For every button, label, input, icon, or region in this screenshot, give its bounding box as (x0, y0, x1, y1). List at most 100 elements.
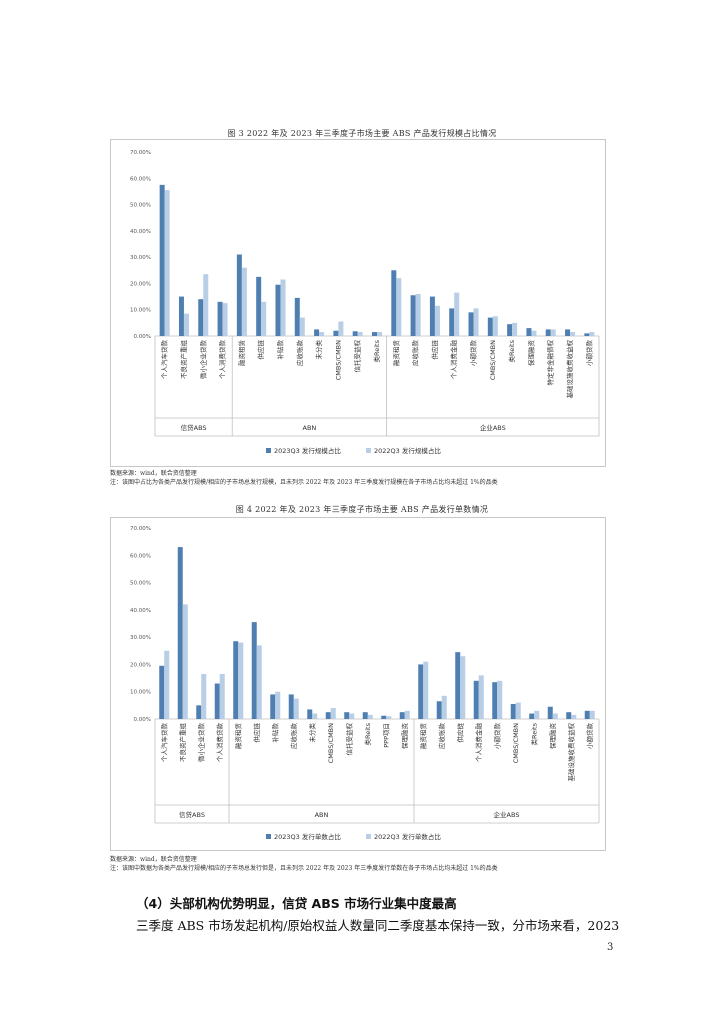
category-label: 小额贷款 (584, 340, 593, 367)
category-label: 不良资产重组 (179, 340, 188, 380)
category-label: 基础设施收费收益权 (565, 340, 574, 399)
bar (214, 683, 220, 719)
bar (177, 547, 183, 719)
bar (418, 664, 424, 719)
bar (545, 329, 551, 336)
bar (256, 645, 262, 719)
category-label: 未分类 (314, 340, 323, 360)
category-label: 微小企业贷款 (198, 340, 207, 380)
category-label: 应收账款 (411, 340, 420, 367)
bar (201, 673, 207, 719)
category-label: 特定非金融债权 (546, 340, 555, 386)
figure4-source: 数据来源：wind，联合资信整理 (110, 856, 197, 863)
bar (362, 712, 368, 719)
category-label: 个人汽车贷款 (159, 723, 168, 763)
category-label: 融资租赁 (391, 340, 400, 367)
bar (288, 694, 294, 719)
bar (441, 695, 447, 719)
bar (344, 712, 350, 719)
category-label: CMBS/CMBN (489, 340, 497, 380)
bar (492, 316, 498, 336)
bar (434, 305, 440, 336)
category-label: 个人消费金融 (449, 340, 458, 380)
category-label: 供应链 (252, 723, 261, 743)
bar (468, 312, 474, 336)
bar (415, 293, 421, 336)
figure4-caption: 图 4 2022 年及 2023 年三季度子市场主要 ABS 产品发行单数情况 (235, 505, 489, 514)
y-tick-label: 50.00% (130, 203, 151, 209)
bar (261, 301, 267, 336)
bar (178, 296, 184, 336)
bar (454, 292, 460, 336)
section-heading: （4）头部机构优势明显，信贷 ABS 市场行业集中度最高 (136, 896, 457, 911)
category-label: 应收账款 (295, 340, 304, 367)
bar (307, 709, 313, 719)
category-label: 应收账款 (289, 723, 298, 750)
bar (314, 329, 320, 336)
bar (217, 301, 223, 336)
group-label: ABN (303, 424, 317, 432)
figure4-note: 注：该图中数据为各类产品发行规模/相应的子市场总发行但是，且未列示 2022 年… (110, 865, 498, 872)
figure3-note: 注：该图中占比为各类产品发行规模/相应的子市场总发行规模，且未列示 2022 年… (110, 479, 498, 486)
category-label: 类Reits (372, 339, 381, 362)
category-label: 保理融资 (400, 723, 409, 750)
bar (510, 703, 516, 719)
bar (566, 712, 572, 719)
bar (312, 713, 318, 719)
y-tick-label: 10.00% (130, 308, 151, 314)
group-label: 信贷ABS (179, 810, 205, 819)
bar (203, 274, 209, 336)
bar (319, 332, 325, 336)
category-label: CMBS/CMBN (512, 723, 520, 763)
bar (449, 308, 455, 336)
category-label: 小额贷款 (469, 340, 478, 367)
bar (164, 650, 170, 719)
bar (238, 642, 244, 719)
y-tick-label: 70.00% (130, 526, 151, 532)
bar (196, 705, 202, 719)
y-tick-label: 50.00% (130, 581, 151, 587)
category-label: 融资租赁 (233, 723, 242, 750)
bar (275, 284, 281, 336)
group-label: 企业ABS (480, 423, 506, 432)
y-tick-label: 30.00% (130, 255, 151, 261)
category-label: 基础设施收费收益权 (566, 723, 575, 782)
category-label: 保理融资 (548, 723, 557, 750)
bar (333, 330, 339, 336)
bar (233, 641, 239, 719)
bar (584, 333, 590, 336)
bar (565, 329, 571, 336)
figure4-chart: 0.00% 10.00% 20.00% 30.00% 40.00% 50.00% 60.00… (110, 517, 606, 851)
bar (396, 278, 402, 336)
bar (512, 322, 518, 336)
bar (294, 297, 300, 336)
legend-label: 2022Q3 发行单数占比 (374, 832, 441, 841)
legend-swatch (366, 448, 371, 453)
bar (492, 682, 498, 719)
bar (410, 295, 416, 336)
bar (275, 691, 281, 719)
bar (219, 673, 225, 719)
bar (534, 710, 540, 719)
bar (372, 332, 377, 336)
legend-label: 2022Q3 发行规模占比 (374, 446, 441, 455)
category-label: 信托受益权 (344, 723, 353, 756)
category-label: 个人消费贷款 (215, 723, 224, 763)
category-label: 个人汽车贷款 (160, 340, 169, 380)
legend-swatch (266, 834, 271, 839)
paragraph: 三季度 ABS 市场发起机构/原始权益人数量同二季度基本保持一致，分市场来看，2… (136, 918, 620, 933)
bar (159, 665, 165, 719)
y-tick-label: 60.00% (130, 176, 151, 182)
bar (550, 329, 556, 336)
bar (352, 331, 358, 336)
figure4-chart-svg: 0.00% 10.00% 20.00% 30.00% 40.00% 50.00% 60.00… (130, 526, 600, 841)
figure3-chart: 0.00% 10.00% 20.00% 30.00% 40.00% 50.00% 60.00… (110, 139, 606, 467)
figure3-caption: 图 3 2022 年及 2023 年三季度子市场主要 ABS 产品发行规模占比情… (227, 129, 497, 138)
category-label: 小额贷款 (492, 723, 501, 750)
y-tick-label: 40.00% (130, 608, 151, 614)
bar (222, 303, 228, 336)
bar (391, 270, 397, 336)
bar (436, 701, 442, 719)
legend-label: 2023Q3 发行规模占比 (274, 446, 341, 455)
y-tick-label: 60.00% (130, 553, 151, 559)
